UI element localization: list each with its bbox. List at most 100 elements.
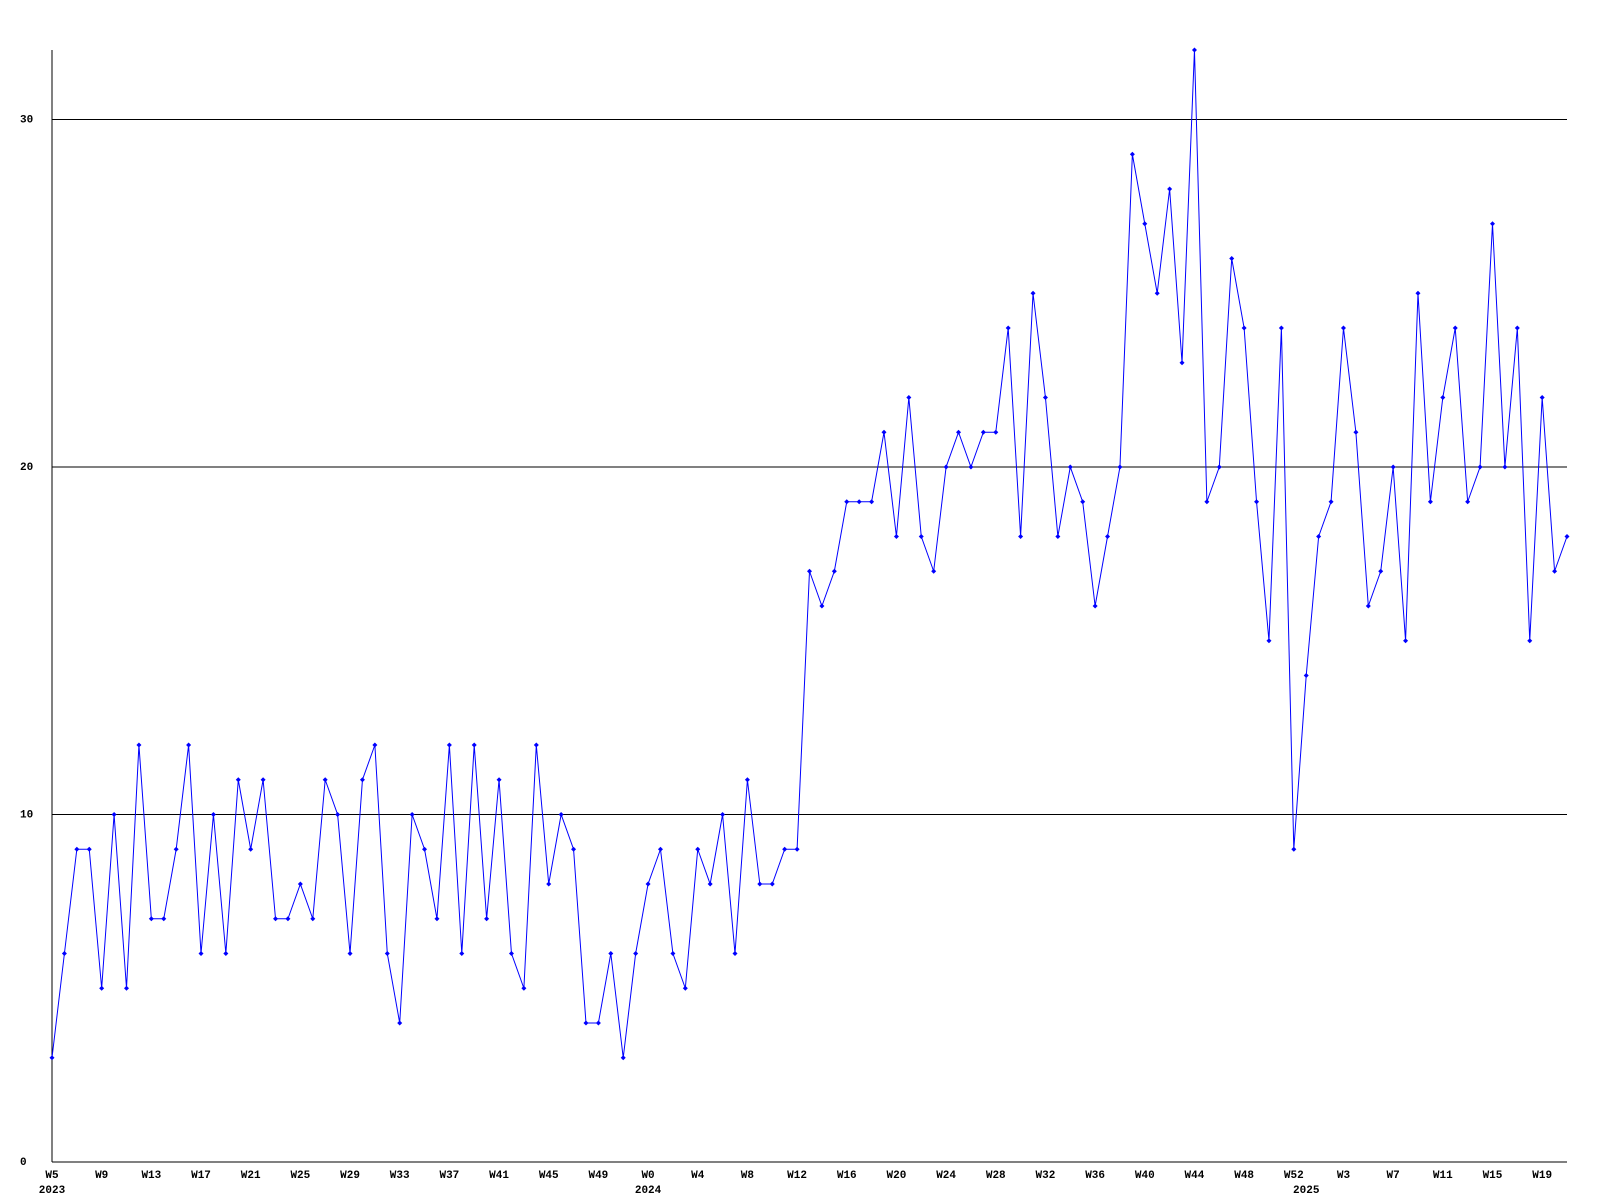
- point: [471, 742, 477, 748]
- x-tick-label: W21: [241, 1170, 261, 1182]
- x-tick-label: W49: [588, 1170, 608, 1182]
- x-tick-label: W37: [439, 1170, 459, 1182]
- x-tick-label: W29: [340, 1170, 360, 1182]
- point: [1154, 290, 1160, 296]
- point: [831, 568, 837, 574]
- x-tick-label: W13: [141, 1170, 161, 1182]
- point: [1303, 673, 1309, 678]
- x-tick-label: W15: [1483, 1170, 1503, 1182]
- point: [297, 881, 303, 887]
- point: [1452, 325, 1458, 331]
- point: [744, 777, 750, 783]
- point: [1018, 534, 1024, 539]
- point: [794, 846, 800, 852]
- point: [844, 499, 850, 505]
- x-tick-label: W40: [1135, 1170, 1155, 1182]
- point: [608, 951, 614, 956]
- x-tick-label: W25: [290, 1170, 310, 1182]
- point: [1204, 499, 1210, 505]
- point: [1489, 221, 1495, 227]
- line: [51, 49, 1568, 1058]
- y-tick-label: 10: [20, 809, 33, 821]
- point: [1291, 846, 1297, 852]
- point: [782, 846, 788, 852]
- point: [521, 985, 527, 991]
- x-tick-label: W11: [1433, 1170, 1453, 1182]
- x-tick-label: W44: [1185, 1170, 1205, 1182]
- point: [310, 916, 316, 922]
- point: [397, 1020, 403, 1026]
- point: [1427, 499, 1433, 505]
- y-tick-label: 0: [20, 1157, 27, 1169]
- x-tick-label: W45: [539, 1170, 559, 1182]
- point: [74, 846, 80, 852]
- point: [1502, 464, 1508, 470]
- point: [1390, 464, 1396, 470]
- point: [1353, 429, 1359, 435]
- point: [682, 985, 688, 991]
- point: [359, 777, 365, 783]
- point: [856, 499, 862, 505]
- point: [1328, 499, 1334, 505]
- point: [1340, 325, 1346, 331]
- point: [1465, 499, 1471, 505]
- point: [1477, 464, 1483, 470]
- x-tick-label: W3: [1337, 1170, 1351, 1182]
- x-tick-label: W32: [1036, 1170, 1056, 1182]
- x-tick-label: W19: [1532, 1170, 1552, 1182]
- x-tick-label: W16: [837, 1170, 857, 1182]
- x-tick-label: W36: [1085, 1170, 1105, 1182]
- point: [484, 916, 490, 922]
- point: [657, 846, 663, 852]
- point: [434, 916, 440, 922]
- point: [533, 742, 539, 748]
- point: [1527, 638, 1533, 644]
- point: [508, 951, 514, 956]
- point: [186, 742, 192, 748]
- point: [1564, 534, 1570, 539]
- point: [1365, 603, 1371, 609]
- x-tick-label: W5: [45, 1170, 59, 1182]
- x-tick-label: W33: [390, 1170, 410, 1182]
- point: [99, 985, 105, 991]
- point: [769, 881, 775, 887]
- y-tick-label: 20: [20, 462, 33, 474]
- x-tick-label: W17: [191, 1170, 211, 1182]
- point: [583, 1020, 589, 1026]
- point: [198, 951, 204, 956]
- point: [1316, 534, 1322, 539]
- point: [173, 846, 179, 852]
- point: [1191, 47, 1197, 53]
- point: [980, 429, 986, 435]
- x-tick-label: W4: [691, 1170, 705, 1182]
- x-tick-label: W20: [887, 1170, 907, 1182]
- x-tick-label: W12: [787, 1170, 807, 1182]
- point: [49, 1055, 55, 1061]
- point: [124, 985, 130, 991]
- y-tick-label: 30: [20, 114, 33, 126]
- point: [1278, 325, 1284, 331]
- point: [943, 464, 949, 470]
- point: [1055, 534, 1061, 539]
- year-label: 2023: [39, 1185, 66, 1197]
- point: [235, 777, 241, 783]
- point: [1179, 360, 1185, 366]
- point: [1129, 151, 1135, 157]
- point: [1514, 325, 1520, 331]
- point: [546, 881, 552, 887]
- point: [260, 777, 266, 783]
- point: [335, 812, 341, 817]
- x-tick-label: W48: [1234, 1170, 1254, 1182]
- point: [869, 499, 875, 505]
- point: [1067, 464, 1073, 470]
- point: [86, 846, 92, 852]
- point: [1266, 638, 1272, 644]
- point: [1229, 256, 1235, 261]
- point: [645, 881, 651, 887]
- x-tick-label: W28: [986, 1170, 1006, 1182]
- point: [695, 846, 701, 852]
- point: [906, 395, 912, 400]
- point: [1030, 290, 1036, 296]
- point: [136, 742, 142, 748]
